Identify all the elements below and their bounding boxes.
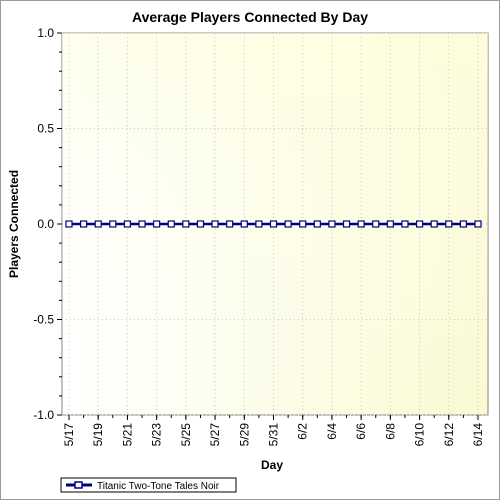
x-axis-label: Day [261, 458, 283, 472]
x-tick-label: 5/23 [150, 423, 164, 447]
data-point [182, 220, 190, 228]
data-point [211, 220, 219, 228]
legend-series-label: Titanic Two-Tone Tales Noir [97, 481, 220, 492]
data-point [357, 220, 365, 228]
data-point [138, 220, 146, 228]
legend: Titanic Two-Tone Tales Noir [60, 477, 237, 493]
x-tick-label: 5/29 [237, 423, 251, 447]
axis-layer: 1.0 0.5 0.0 -0.5 -1.0 5/17 5/19 5/21 5/23 5/25 5/2… [33, 26, 485, 446]
x-tick-label: 6/6 [354, 423, 368, 440]
legend-series-marker [74, 481, 83, 489]
data-point [196, 220, 205, 228]
x-tick-label: 5/25 [179, 423, 193, 447]
data-point [123, 220, 132, 228]
y-tick-label: -1.0 [33, 408, 54, 422]
data-point [284, 220, 292, 228]
x-tick-label: 5/21 [120, 423, 134, 447]
data-point [269, 220, 278, 228]
x-tick-label: 5/31 [267, 423, 281, 447]
data-point [474, 220, 482, 228]
x-tick-label: 6/14 [471, 423, 485, 447]
data-point [255, 220, 263, 228]
x-tick-label: 6/10 [413, 423, 427, 447]
data-point [80, 220, 88, 228]
data-point [94, 220, 102, 228]
x-tick-label: 5/19 [91, 423, 105, 447]
data-point [401, 220, 409, 228]
data-point [430, 220, 438, 228]
data-point [299, 220, 307, 228]
legend-box [60, 477, 237, 493]
x-tick-label: 6/4 [325, 423, 339, 440]
y-tick-label: -0.5 [33, 313, 54, 327]
data-point [445, 220, 453, 228]
data-point [226, 220, 234, 228]
series-layer [65, 220, 482, 228]
data-point [313, 220, 321, 228]
y-tick-label: 0.5 [37, 122, 54, 136]
data-point [342, 220, 351, 228]
x-tick-label: 6/2 [296, 423, 310, 440]
y-axis-label: Players Connected [7, 170, 21, 278]
x-tick-label: 6/8 [383, 423, 397, 440]
y-tick-label: 0.0 [37, 217, 54, 231]
x-tick-label: 6/12 [442, 423, 456, 447]
data-point [240, 220, 248, 228]
data-point [167, 220, 175, 228]
data-point [65, 220, 73, 228]
x-tick-label: 5/27 [208, 423, 222, 447]
data-point [459, 220, 467, 228]
data-point [153, 220, 161, 228]
data-point [386, 220, 394, 228]
x-tick-label: 5/17 [62, 423, 76, 447]
data-point [415, 220, 424, 228]
data-point [372, 220, 380, 228]
data-point [109, 220, 117, 228]
y-tick-label: 1.0 [37, 26, 54, 40]
chart-title: Average Players Connected By Day [132, 9, 368, 25]
data-point [328, 220, 336, 228]
